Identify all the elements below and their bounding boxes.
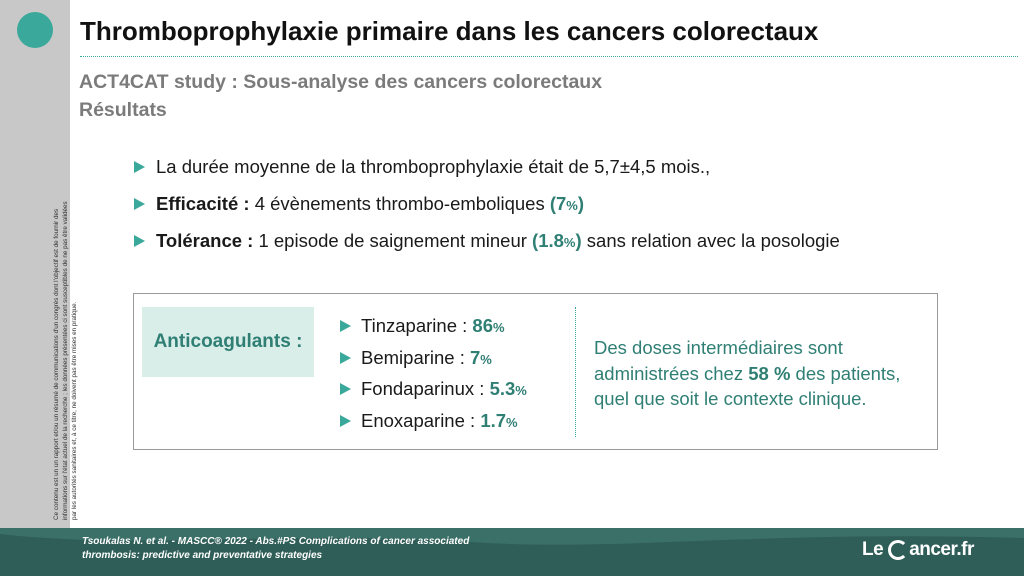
triangle-bullet-icon: [134, 198, 145, 210]
bullet-text: La durée moyenne de la thromboprophylaxi…: [156, 156, 711, 177]
triangle-bullet-icon: [340, 383, 351, 395]
drug-item: Enoxaparine : 1.7%: [340, 406, 527, 438]
footer-reference: Tsoukalas N. et al. - MASCC® 2022 - Abs.…: [82, 536, 470, 561]
drug-list: Tinzaparine : 86% Bemiparine : 7% Fondap…: [340, 311, 527, 437]
triangle-bullet-icon: [134, 235, 145, 247]
logo-c-icon: [888, 540, 909, 560]
bullet-duration: La durée moyenne de la thromboprophylaxi…: [134, 152, 840, 189]
bullet-tolerance: Tolérance : 1 episode de saignement mine…: [134, 226, 840, 263]
bullet-suffix: sans relation avec la posologie: [581, 230, 840, 251]
footer-wave-decoration: [0, 528, 1024, 576]
disclaimer-text: Ce contenu est un un rapport et/ou un ré…: [53, 201, 78, 520]
circle-decoration: [17, 12, 53, 48]
slide-subtitle: ACT4CAT study : Sous-analyse des cancers…: [79, 68, 602, 124]
slide-title: Thromboprophylaxie primaire dans les can…: [80, 16, 819, 46]
vertical-divider: [575, 307, 576, 437]
bullet-value: (1.8%): [532, 230, 582, 251]
drug-item: Bemiparine : 7%: [340, 343, 527, 375]
anticoagulants-label: Anticoagulants :: [142, 307, 314, 377]
triangle-bullet-icon: [340, 320, 351, 332]
triangle-bullet-icon: [340, 414, 351, 427]
drug-item: Fondaparinux : 5.3%: [340, 374, 527, 406]
bullet-text: 1 episode de saignement mineur: [253, 230, 533, 251]
results-list: La durée moyenne de la thromboprophylaxi…: [134, 152, 840, 263]
bullet-value: (7%): [549, 193, 585, 214]
left-sidebar: Ce contenu est un un rapport et/ou un ré…: [0, 0, 78, 528]
footer-band: Tsoukalas N. et al. - MASCC® 2022 - Abs.…: [0, 528, 1024, 576]
subtitle-line-2: Résultats: [79, 99, 167, 121]
bullet-label: Tolérance :: [156, 230, 254, 251]
triangle-bullet-icon: [340, 351, 351, 364]
subtitle-line-1: ACT4CAT study : Sous-analyse des cancers…: [79, 71, 603, 93]
dosing-note: Des doses intermédiaires sont administré…: [594, 337, 901, 409]
drug-item: Tinzaparine : 86%: [340, 311, 527, 343]
triangle-bullet-icon: [134, 161, 145, 173]
title-divider: [80, 56, 1018, 57]
lecancer-logo: Le ancer.fr: [862, 539, 974, 560]
anticoagulants-box: Anticoagulants : Tinzaparine : 86% Bemip…: [133, 293, 938, 450]
bullet-efficacy: Efficacité : 4 évènements thrombo-emboli…: [134, 189, 840, 226]
bullet-text: 4 évènements thrombo-emboliques: [249, 193, 550, 214]
bullet-label: Efficacité :: [156, 193, 250, 214]
